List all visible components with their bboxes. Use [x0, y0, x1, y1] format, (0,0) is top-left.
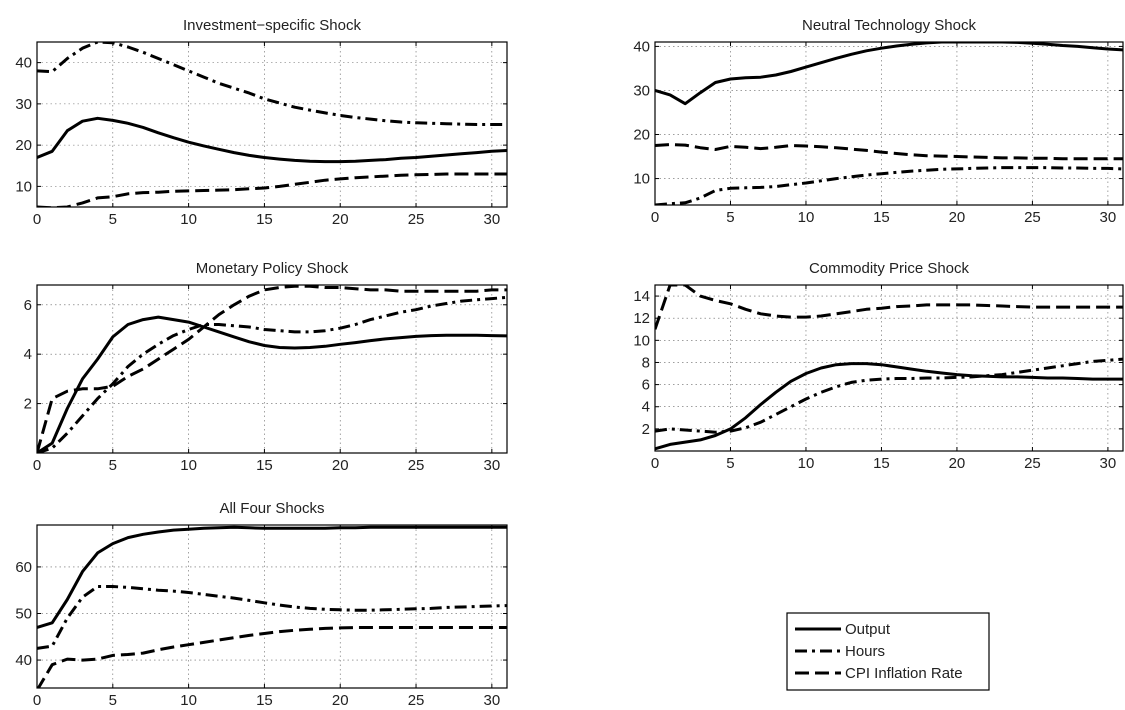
- legend-label-output: Output: [845, 621, 891, 638]
- y-tick-label: 6: [24, 297, 32, 314]
- series-line-hours: [655, 357, 1123, 434]
- x-tick-label: 15: [256, 692, 273, 709]
- x-tick-label: 20: [332, 692, 349, 709]
- y-tick-label: 20: [15, 137, 32, 154]
- series-line-output: [655, 42, 1123, 106]
- x-tick-label: 10: [798, 455, 815, 472]
- x-tick-label: 20: [949, 455, 966, 472]
- x-tick-label: 25: [1024, 209, 1041, 226]
- y-tick-label: 2: [24, 396, 32, 413]
- y-tick-label: 8: [642, 354, 650, 371]
- y-tick-label: 4: [642, 399, 650, 416]
- x-tick-label: 15: [873, 455, 890, 472]
- x-tick-label: 5: [726, 455, 734, 472]
- series-line-cpi-inflation-rate: [655, 143, 1123, 161]
- chart-title: Commodity Price Shock: [809, 260, 970, 277]
- x-tick-label: 25: [408, 211, 425, 228]
- x-tick-label: 20: [332, 211, 349, 228]
- chart-title: All Four Shocks: [219, 500, 324, 517]
- chart-title: Monetary Policy Shock: [196, 260, 349, 277]
- chart-title: Investment−specific Shock: [183, 17, 362, 34]
- y-tick-label: 10: [633, 171, 650, 188]
- x-tick-label: 0: [33, 692, 41, 709]
- y-tick-label: 40: [15, 652, 32, 669]
- x-tick-label: 0: [33, 211, 41, 228]
- x-tick-label: 5: [109, 457, 117, 474]
- legend-label-cpi-inflation-rate: CPI Inflation Rate: [845, 665, 963, 682]
- x-tick-label: 10: [180, 457, 197, 474]
- x-tick-label: 30: [483, 457, 500, 474]
- chart-panel-2: 0 5 10 15 20 25 30 10 20 30 40 Neutral Technology S…: [633, 17, 1124, 226]
- x-tick-label: 30: [483, 692, 500, 709]
- series-line-hours: [37, 585, 507, 650]
- plot-area: [36, 284, 508, 454]
- chart-title: Neutral Technology Shock: [802, 17, 976, 34]
- series-line-cpi-inflation-rate: [37, 626, 507, 688]
- chart-panel-5: 0 5 10 15 20 25 30 40 50 60 All Four Shocks: [15, 500, 508, 709]
- y-tick-label: 10: [633, 332, 650, 349]
- x-tick-label: 20: [949, 209, 966, 226]
- y-tick-label: 4: [24, 346, 32, 363]
- x-tick-label: 25: [408, 692, 425, 709]
- x-tick-label: 30: [483, 211, 500, 228]
- series-line-cpi-inflation-rate: [655, 285, 1123, 330]
- series-line-hours: [655, 166, 1123, 205]
- legend-label-hours: Hours: [845, 643, 885, 660]
- x-tick-label: 5: [109, 692, 117, 709]
- y-tick-label: 30: [15, 96, 32, 113]
- series-line-hours: [37, 42, 507, 126]
- y-tick-label: 40: [633, 38, 650, 55]
- series-line-hours: [37, 295, 507, 453]
- y-tick-label: 50: [15, 605, 32, 622]
- x-tick-label: 10: [180, 211, 197, 228]
- x-tick-label: 25: [408, 457, 425, 474]
- plot-area: [36, 41, 508, 208]
- y-tick-label: 6: [642, 377, 650, 394]
- y-tick-label: 60: [15, 559, 32, 576]
- x-tick-label: 10: [180, 692, 197, 709]
- x-tick-label: 0: [33, 457, 41, 474]
- y-tick-label: 2: [642, 421, 650, 438]
- x-tick-label: 30: [1100, 455, 1117, 472]
- y-tick-label: 12: [633, 310, 650, 327]
- plot-area: [654, 41, 1124, 206]
- legend: Output Hours CPI Inflation Rate: [786, 612, 990, 691]
- x-tick-label: 10: [798, 209, 815, 226]
- x-tick-label: 15: [256, 457, 273, 474]
- x-tick-label: 5: [109, 211, 117, 228]
- x-tick-label: 30: [1100, 209, 1117, 226]
- chart-panel-3: 0 5 10 15 20 25 30 2 4 6 Monetary Policy Shock: [24, 260, 508, 474]
- x-tick-label: 5: [726, 209, 734, 226]
- y-tick-label: 10: [15, 178, 32, 195]
- x-tick-label: 25: [1024, 455, 1041, 472]
- series-line-cpi-inflation-rate: [37, 285, 507, 453]
- x-tick-label: 0: [651, 209, 659, 226]
- chart-panel-1: 0 5 10 15 20 25 30 10 20 30 40 Investment−specific …: [15, 17, 508, 228]
- plot-area: [36, 524, 508, 689]
- y-tick-label: 30: [633, 82, 650, 99]
- series-line-output: [37, 116, 507, 164]
- x-tick-label: 20: [332, 457, 349, 474]
- y-tick-label: 40: [15, 55, 32, 72]
- x-tick-label: 0: [651, 455, 659, 472]
- x-tick-label: 15: [873, 209, 890, 226]
- chart-panel-4: 0 5 10 15 20 25 30 2 4 6 8 10 12 14 Commodity Price Sh…: [633, 260, 1124, 472]
- series-line-output: [655, 362, 1123, 451]
- series-line-output: [37, 525, 507, 629]
- y-tick-label: 20: [633, 127, 650, 144]
- x-tick-label: 15: [256, 211, 273, 228]
- series-line-output: [37, 315, 507, 453]
- y-tick-label: 14: [633, 288, 650, 305]
